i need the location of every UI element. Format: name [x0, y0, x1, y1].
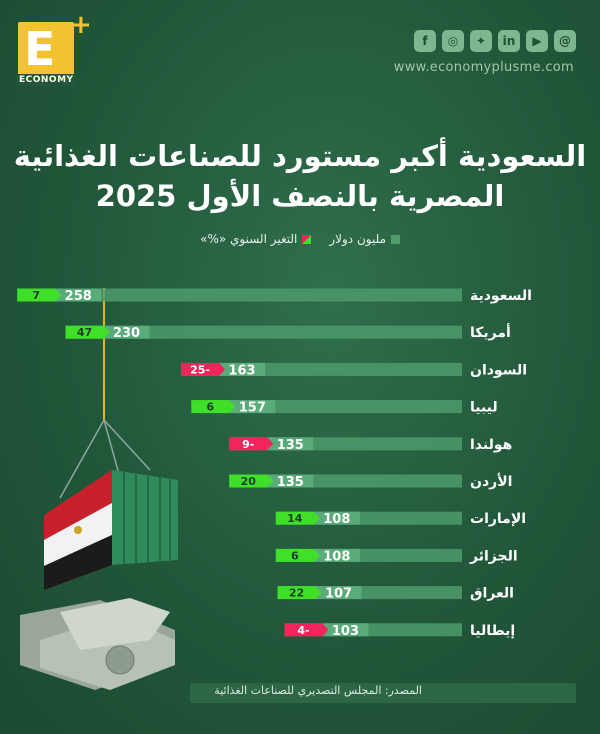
change-arrow	[229, 400, 236, 414]
change-label: 14	[287, 512, 303, 525]
facebook-icon[interactable]: f	[414, 30, 436, 52]
threads-icon[interactable]: @	[554, 30, 576, 52]
linkedin-icon[interactable]: in	[498, 30, 520, 52]
change-bar	[284, 623, 323, 637]
category-label: أمريكا	[470, 323, 511, 341]
value-label-box	[55, 288, 102, 302]
change-arrow	[267, 437, 274, 451]
category-label: الأردن	[470, 473, 512, 490]
value-label-box	[322, 623, 369, 637]
source-strip	[190, 683, 576, 703]
legend-value: مليون دولار	[329, 232, 400, 246]
value-label-box	[219, 362, 266, 376]
category-label: ليبيا	[470, 400, 498, 416]
change-label: 4-	[297, 624, 309, 637]
change-bar	[229, 474, 268, 488]
category-label: الجزائر	[469, 548, 518, 564]
value-label: 230	[113, 326, 140, 341]
value-label-box	[313, 548, 360, 562]
category-label: السودان	[470, 362, 527, 378]
change-arrow	[313, 511, 320, 525]
title-line-2: المصرية بالنصف الأول 2025	[95, 179, 505, 213]
legend-value-swatch	[391, 235, 400, 244]
change-label: 7	[32, 289, 40, 302]
change-bar	[277, 586, 316, 600]
change-arrow	[315, 586, 322, 600]
value-label-box	[267, 437, 314, 451]
value-label-box	[229, 400, 276, 414]
change-arrow	[313, 548, 320, 562]
change-label: 9-	[242, 438, 254, 451]
legend-change-label: التغير السنوي «%»	[200, 232, 298, 246]
value-label: 157	[239, 401, 266, 416]
category-label: إيطاليا	[470, 623, 515, 639]
value-label-box	[267, 474, 314, 488]
legend-change: التغير السنوي «%»	[200, 232, 312, 246]
change-arrow	[55, 288, 62, 302]
category-label: هولندا	[470, 437, 512, 453]
change-label: 6	[207, 401, 215, 414]
logo-square	[18, 22, 74, 80]
value-label: 135	[277, 475, 304, 490]
legend-change-swatch	[302, 235, 312, 244]
change-label: 6	[291, 549, 299, 562]
value-bar	[65, 325, 463, 339]
value-label-box	[103, 325, 150, 339]
change-arrow	[267, 474, 274, 488]
title-line-1: السعودية أكبر مستورد للصناعات الغذائية	[13, 139, 587, 173]
value-label: 103	[332, 624, 359, 639]
value-bar	[17, 288, 463, 302]
logo-plus: +	[70, 10, 92, 40]
change-label: 20	[241, 475, 257, 488]
change-bar	[65, 325, 104, 339]
category-label: الإمارات	[470, 511, 526, 527]
change-bar	[275, 511, 314, 525]
legend: مليون دولار التغير السنوي «%»	[200, 232, 400, 246]
change-bar	[181, 362, 220, 376]
change-bar	[17, 288, 56, 302]
social-icons: f ◎ ✦ in ▶ @	[414, 30, 576, 52]
value-label-box	[315, 586, 362, 600]
value-label: 163	[228, 363, 255, 378]
change-label: 25-	[190, 363, 210, 376]
change-bar	[191, 400, 230, 414]
value-label: 108	[323, 549, 350, 564]
twitter-icon[interactable]: ✦	[470, 30, 492, 52]
change-label: 47	[77, 326, 92, 339]
economy-plus-logo: E + ECONOMY	[16, 10, 92, 86]
change-bar	[229, 437, 268, 451]
legend-value-label: مليون دولار	[329, 232, 386, 246]
website-url[interactable]: www.economyplusme.com	[393, 60, 574, 75]
value-label: 107	[325, 587, 352, 602]
instagram-icon[interactable]: ◎	[442, 30, 464, 52]
change-arrow	[219, 362, 226, 376]
logo-letter: E	[24, 22, 56, 76]
change-bar	[275, 548, 314, 562]
change-arrow	[103, 325, 110, 339]
value-label: 258	[65, 289, 92, 304]
value-label: 135	[277, 438, 304, 453]
value-label-box	[313, 511, 360, 525]
category-label: السعودية	[470, 288, 532, 304]
category-label: العراق	[470, 586, 514, 602]
value-label: 108	[323, 512, 350, 527]
chart-title: السعودية أكبر مستورد للصناعات الغذائية ا…	[0, 136, 600, 216]
youtube-icon[interactable]: ▶	[526, 30, 548, 52]
change-label: 22	[289, 587, 304, 600]
change-arrow	[322, 623, 329, 637]
logo-word: ECONOMY	[16, 74, 77, 86]
source-note: المصدر: المجلس التصديري للصناعات الغذائي…	[214, 684, 422, 697]
